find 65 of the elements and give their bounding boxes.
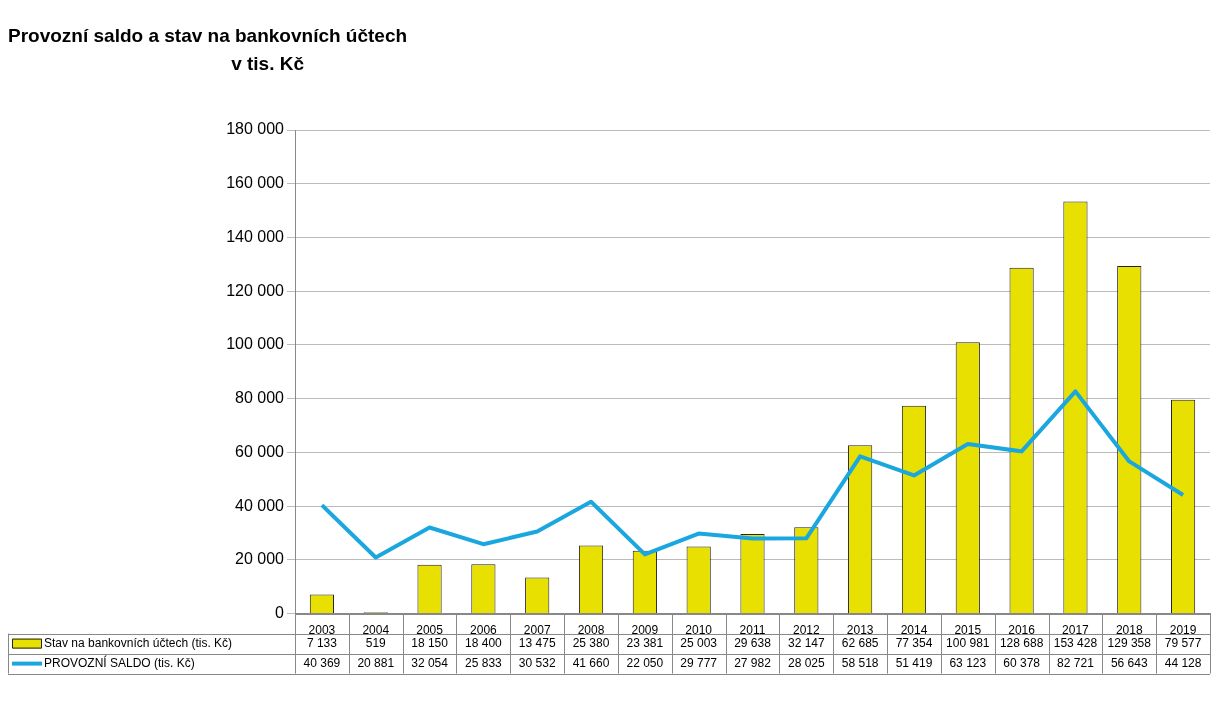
- y-tick-label: 0: [275, 604, 285, 622]
- chart-subtitle: v tis. Kč: [230, 52, 305, 76]
- x-tick-label: 2007: [523, 623, 551, 638]
- x-tick-label: 2015: [954, 623, 982, 638]
- x-tick-label: 2019: [1169, 623, 1197, 638]
- y-tick-label: 20 000: [235, 550, 285, 568]
- data-label: 25 380: [572, 635, 610, 650]
- data-label: 82 721: [1057, 655, 1095, 670]
- x-tick-label: 2003: [308, 623, 336, 638]
- x-tick-label: 2016: [1008, 623, 1036, 638]
- x-tick-label: 2004: [362, 623, 390, 638]
- data-label: 41 660: [572, 655, 610, 670]
- data-label: 40 369: [303, 655, 341, 670]
- x-tick-label: 2017: [1062, 623, 1090, 638]
- data-label: 18 150: [411, 635, 449, 650]
- data-label: 153 428: [1053, 635, 1098, 650]
- data-label: 519: [365, 635, 387, 650]
- data-label: 58 518: [841, 655, 879, 670]
- chart-title: Provozní saldo a stav na bankovních účtech: [8, 24, 408, 48]
- x-tick-label: 2008: [577, 623, 605, 638]
- data-label: 29 777: [680, 655, 718, 670]
- data-label: 60 378: [1003, 655, 1041, 670]
- legend-label: Stav na bankovních účtech (tis. Kč): [44, 635, 233, 650]
- data-label: 25 833: [465, 655, 503, 670]
- data-label: 23 381: [626, 635, 664, 650]
- y-tick-label: 160 000: [226, 174, 285, 192]
- data-label: 22 050: [626, 655, 664, 670]
- data-label: 56 643: [1110, 655, 1148, 670]
- data-label: 20 881: [357, 655, 395, 670]
- y-tick-label: 140 000: [226, 227, 285, 245]
- y-tick-label: 100 000: [226, 335, 285, 353]
- data-label: 27 982: [734, 655, 772, 670]
- data-label: 62 685: [841, 635, 879, 650]
- data-label: 30 532: [518, 655, 556, 670]
- y-tick-label: 40 000: [235, 496, 285, 514]
- y-tick-label: 120 000: [226, 281, 285, 299]
- x-tick-label: 2018: [1115, 623, 1143, 638]
- data-label: 100 981: [946, 635, 990, 650]
- x-tick-label: 2010: [685, 623, 713, 638]
- data-label: 129 358: [1107, 635, 1152, 650]
- y-tick-label: 80 000: [235, 389, 285, 407]
- data-label: 7 133: [306, 635, 338, 650]
- legend-label: PROVOZNÍ SALDO (tis. Kč): [44, 654, 195, 670]
- data-label: 51 419: [895, 655, 933, 670]
- data-label: 28 025: [787, 655, 825, 670]
- data-label: 77 354: [895, 635, 933, 650]
- data-label: 32 054: [411, 655, 449, 670]
- y-tick-label: 180 000: [226, 120, 285, 138]
- data-label: 13 475: [518, 635, 556, 650]
- data-label: 128 688: [999, 635, 1044, 650]
- x-tick-label: 2005: [416, 623, 444, 638]
- x-tick-label: 2014: [900, 623, 928, 638]
- data-label: 18 400: [465, 635, 503, 650]
- x-tick-label: 2009: [631, 623, 659, 638]
- data-label: 29 638: [734, 635, 772, 650]
- data-label: 79 577: [1164, 635, 1202, 650]
- data-label: 44 128: [1164, 655, 1202, 670]
- x-tick-label: 2013: [846, 623, 874, 638]
- x-tick-label: 2012: [792, 623, 820, 638]
- y-tick-label: 60 000: [235, 442, 285, 460]
- data-label: 25 003: [680, 635, 718, 650]
- x-tick-label: 2006: [470, 623, 498, 638]
- data-label: 63 123: [949, 655, 987, 670]
- x-tick-label: 2011: [739, 623, 766, 638]
- data-label: 32 147: [787, 635, 825, 650]
